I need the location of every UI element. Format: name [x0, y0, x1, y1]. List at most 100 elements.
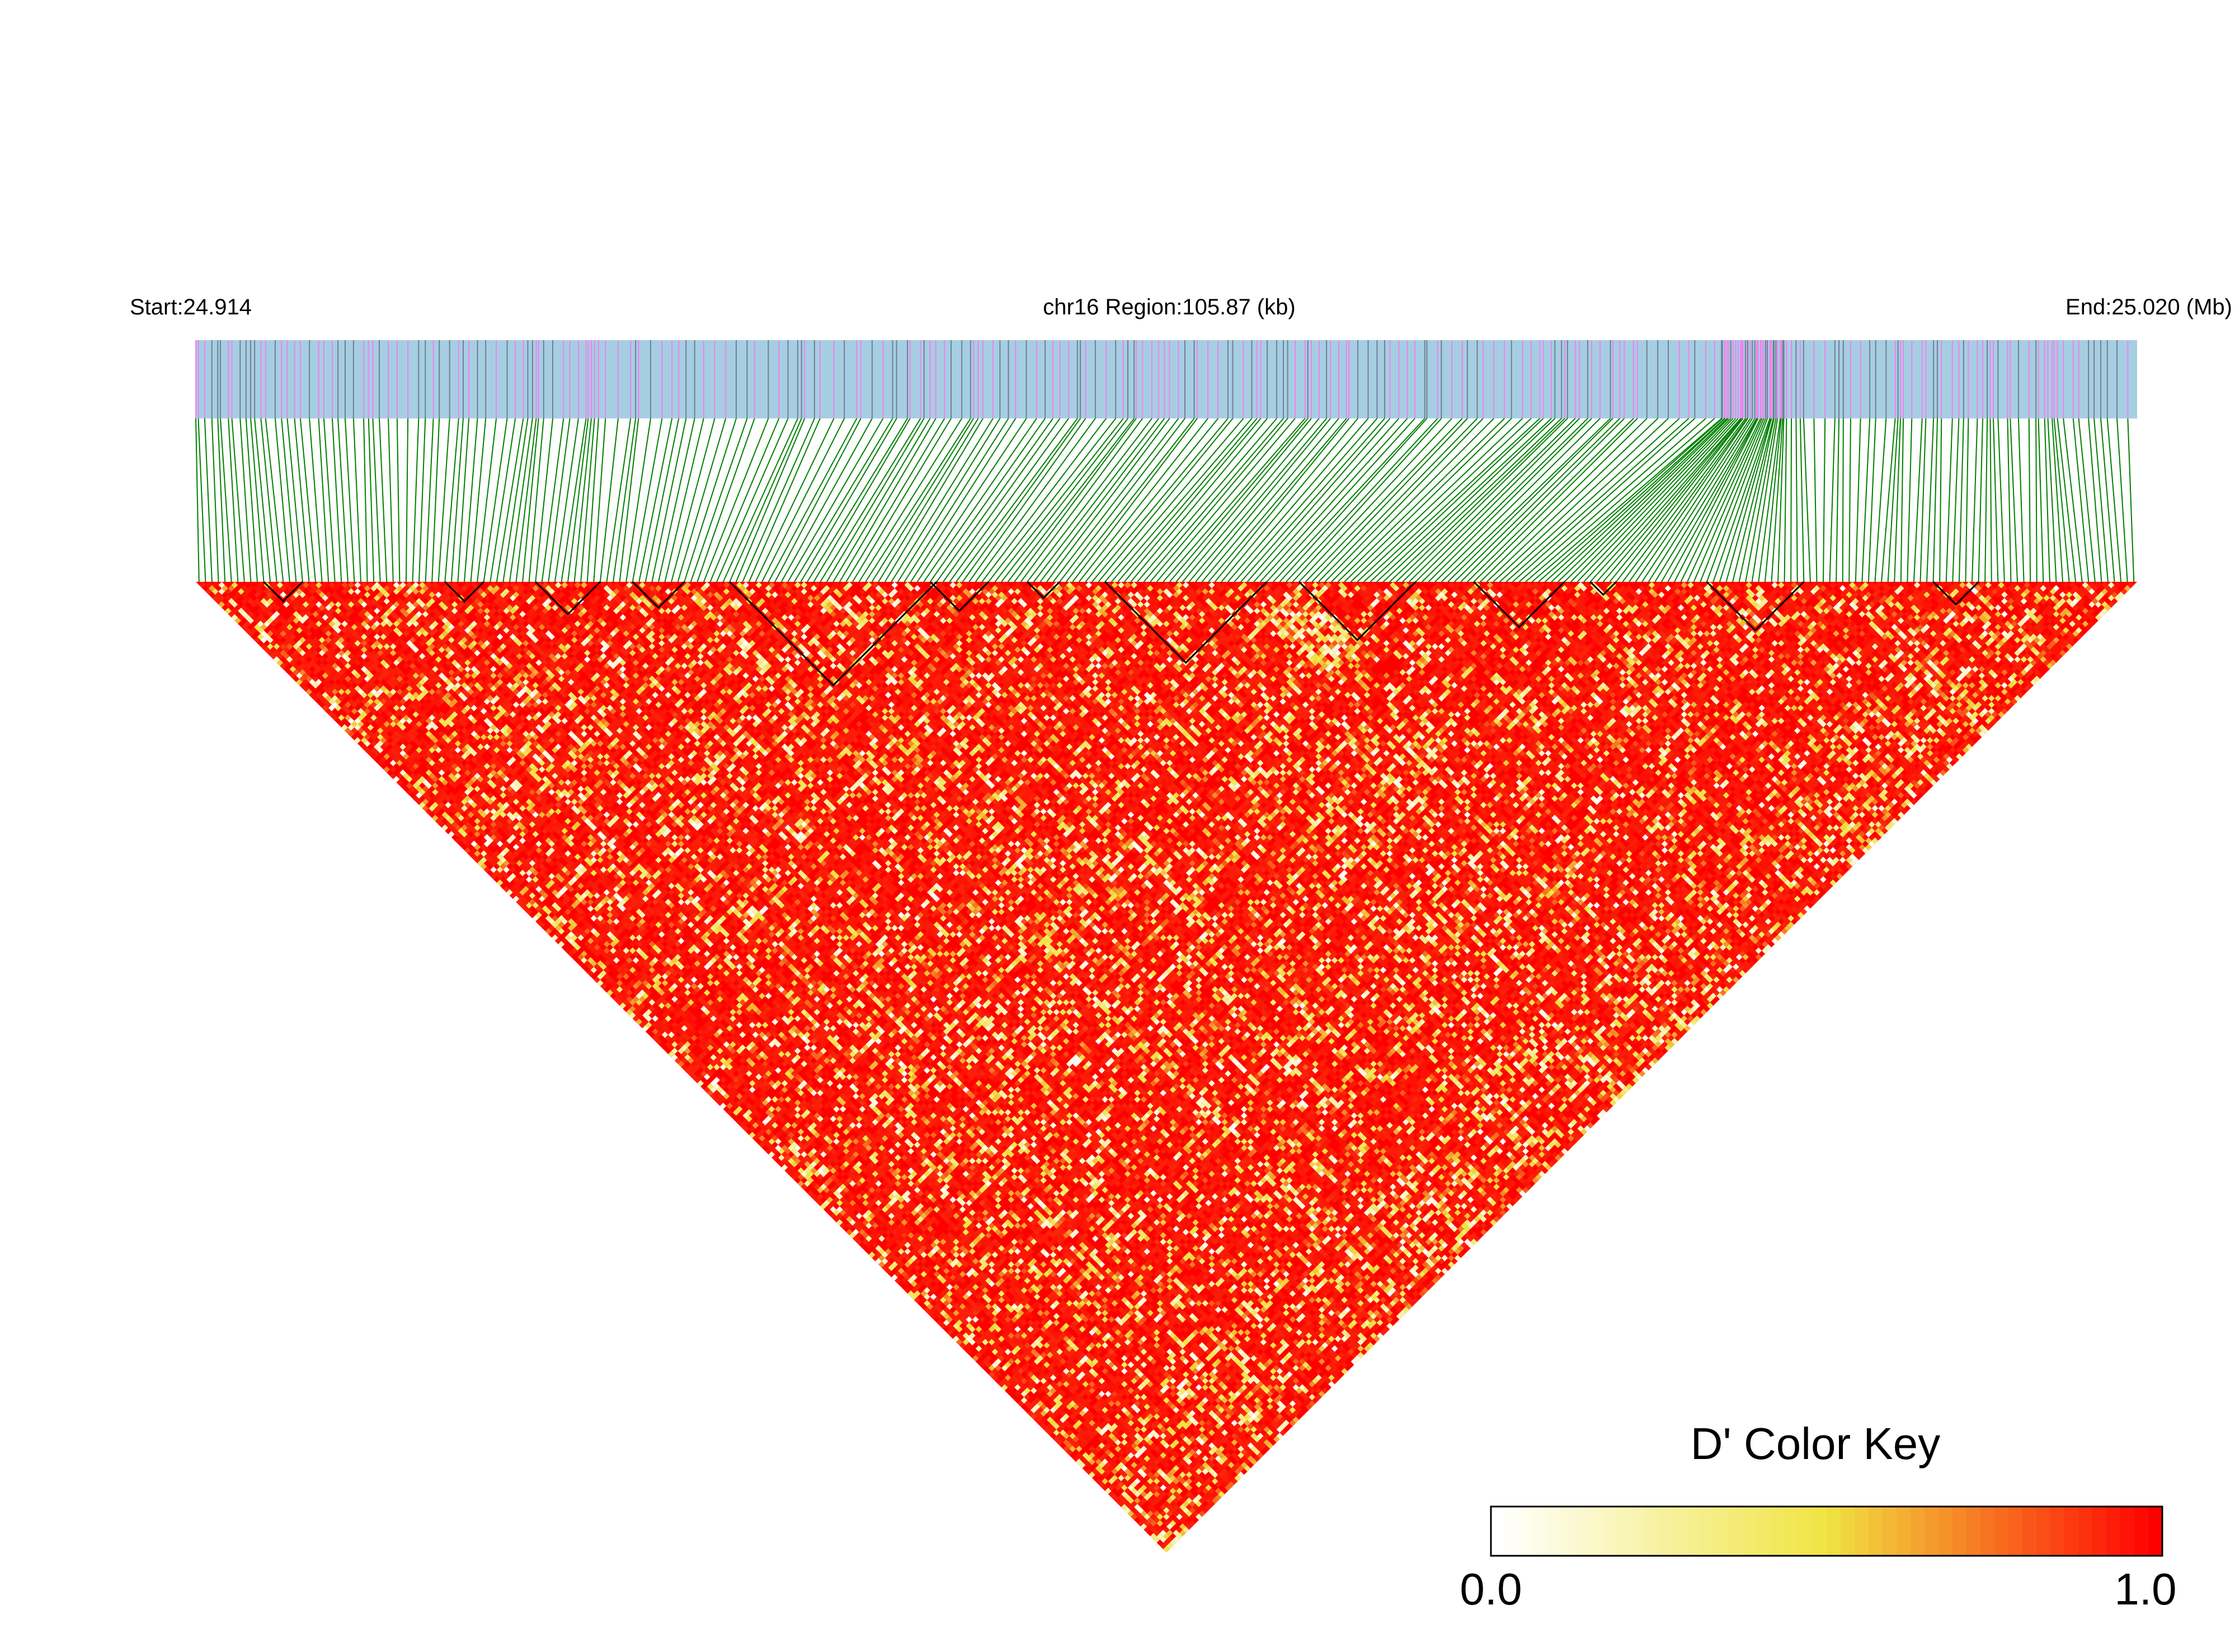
snp-connector [2010, 418, 2018, 582]
ld-cell [966, 1342, 972, 1349]
snp-connector [709, 418, 780, 582]
ld-cell [480, 863, 487, 870]
ld-cell [1166, 1542, 1173, 1550]
ld-cell [429, 805, 435, 812]
snp-connector [1318, 418, 1478, 582]
ld-cell [817, 1193, 824, 1200]
ld-cell [523, 898, 529, 906]
ld-cell [454, 837, 462, 844]
snp-connector [677, 418, 727, 582]
ld-cell [1111, 1494, 1118, 1501]
ld-cell [341, 724, 348, 731]
ld-cell [425, 795, 432, 802]
ld-cell [742, 1125, 749, 1132]
ld-cell [483, 866, 491, 873]
snp-connector [573, 418, 592, 582]
snp-connector [388, 418, 394, 582]
snp-connector [1337, 418, 1505, 582]
ld-cell [962, 1339, 970, 1345]
snp-connector [363, 418, 368, 582]
snp-connector [1253, 418, 1400, 582]
snp-connector [496, 418, 524, 582]
ld-cell [1160, 1536, 1166, 1543]
snp-connector [832, 418, 931, 582]
ld-cell [454, 831, 462, 837]
snp-connector [1823, 418, 1826, 582]
snp-connector [337, 418, 349, 582]
snp-connector [2052, 418, 2063, 582]
ld-cell [419, 789, 426, 796]
ld-cell [823, 1199, 830, 1207]
ld-cell [749, 1125, 756, 1132]
ld-cell [982, 1358, 989, 1365]
snp-connector [884, 418, 984, 582]
snp-connector [1867, 418, 1876, 582]
snp-connector [1331, 418, 1494, 582]
ld-cell [937, 1313, 943, 1320]
ld-cell [218, 595, 225, 601]
ld-cell [477, 853, 484, 860]
ld-cell [205, 588, 212, 595]
ld-cell [474, 850, 481, 857]
ld-cell [357, 727, 364, 734]
ld-cell [354, 724, 361, 731]
ld-cell [749, 1132, 756, 1138]
ld-cell [554, 938, 562, 944]
ld-cell [956, 1339, 963, 1345]
snp-connector [690, 418, 748, 582]
snp-connector [1641, 418, 1751, 582]
ld-cell [464, 847, 471, 854]
ld-cell [978, 1361, 986, 1368]
snp-connector [593, 418, 606, 582]
snp-connector [1989, 418, 1992, 582]
ld-cell [231, 608, 238, 614]
ld-cell [558, 940, 565, 948]
dprime-heatmap-cells [196, 582, 2137, 1552]
ld-cell [445, 815, 451, 821]
ld-cell [493, 869, 500, 877]
snp-connector [599, 418, 619, 582]
snp-connector [1622, 418, 1746, 582]
snp-connector [858, 418, 963, 582]
ld-cell [1031, 1413, 1037, 1420]
ld-cell [228, 597, 235, 605]
ld-cell [833, 1209, 840, 1216]
snp-connector [774, 418, 862, 582]
ld-cell [1053, 1429, 1060, 1436]
ld-cell [305, 675, 313, 683]
snp-connector [1447, 418, 1613, 582]
ld-cell [299, 682, 306, 689]
ld-cell [474, 856, 481, 864]
ld-cell [267, 643, 274, 650]
snp-connector [1784, 418, 1787, 582]
ld-cell [1050, 1426, 1057, 1433]
ld-cell [360, 731, 368, 737]
snp-connector [1188, 418, 1327, 582]
ld-cell [338, 714, 345, 721]
ld-cell [1124, 1500, 1131, 1508]
ld-cell [403, 773, 410, 779]
snp-connector [768, 418, 858, 582]
ld-cell [416, 798, 422, 806]
ld-cell [309, 691, 316, 699]
snp-connector [1441, 418, 1611, 582]
snp-connector [1279, 418, 1428, 582]
ld-cell [884, 1261, 892, 1268]
snp-connector [956, 418, 1078, 582]
snp-connector [1227, 418, 1369, 582]
ld-cell [532, 915, 539, 922]
ld-cell [1153, 1536, 1160, 1543]
ld-cell [241, 611, 248, 618]
snp-connector [1259, 418, 1408, 582]
ld-cell [432, 815, 439, 821]
ld-cell [1014, 1390, 1021, 1397]
snp-connector [1738, 418, 1775, 582]
ld-cell [946, 1322, 953, 1329]
snp-connector [1894, 418, 1902, 582]
ld-cell [396, 779, 403, 786]
ld-cell [868, 1251, 876, 1258]
ld-cell [257, 633, 264, 641]
snp-connector [1324, 418, 1484, 582]
snp-connector [522, 418, 539, 582]
